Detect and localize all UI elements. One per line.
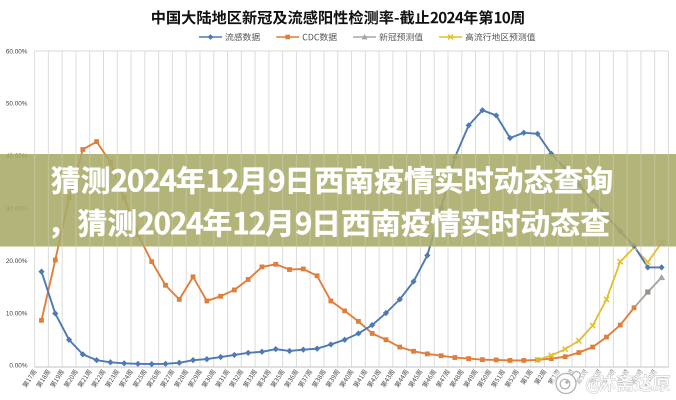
svg-text:50.00%: 50.00% bbox=[6, 101, 28, 108]
svg-text:0.00%: 0.00% bbox=[9, 363, 27, 370]
svg-text:10.00%: 10.00% bbox=[6, 310, 28, 317]
svg-text:20.00%: 20.00% bbox=[6, 258, 28, 265]
svg-text:60.00%: 60.00% bbox=[6, 48, 28, 55]
